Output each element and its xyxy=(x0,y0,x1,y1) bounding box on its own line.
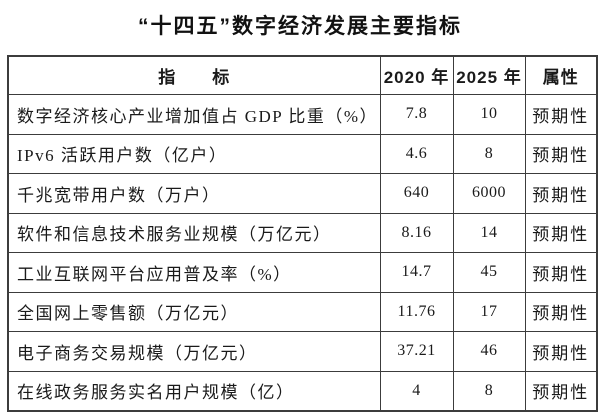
value-2020-cell: 8.16 xyxy=(379,212,454,253)
indicator-cell: 数字经济核心产业增加值占 GDP 比重（%） xyxy=(7,94,381,135)
indicator-cell: 千兆宽带用户数（万户） xyxy=(7,173,381,214)
table-row: 工业互联网平台应用普及率（%） 14.7 45 预期性 xyxy=(7,252,598,293)
table-header-row: 指 标 2020 年 2025 年 属性 xyxy=(7,55,598,95)
value-2020-cell: 4 xyxy=(379,370,454,412)
header-cell-2020: 2020 年 xyxy=(379,55,454,95)
header-cell-attribute: 属性 xyxy=(524,55,598,95)
table-row: 千兆宽带用户数（万户） 640 6000 预期性 xyxy=(7,173,598,214)
indicator-cell: 电子商务交易规模（万亿元） xyxy=(7,331,381,372)
value-2020-cell: 37.21 xyxy=(379,331,454,372)
attribute-cell: 预期性 xyxy=(524,133,598,174)
indicator-cell: 软件和信息技术服务业规模（万亿元） xyxy=(7,212,381,253)
value-2025-cell: 17 xyxy=(452,291,526,332)
value-2025-cell: 14 xyxy=(452,212,526,253)
indicator-cell: 全国网上零售额（万亿元） xyxy=(7,291,381,332)
header-cell-2025: 2025 年 xyxy=(452,55,526,95)
attribute-cell: 预期性 xyxy=(524,331,598,372)
table-row: 软件和信息技术服务业规模（万亿元） 8.16 14 预期性 xyxy=(7,212,598,253)
value-2020-cell: 14.7 xyxy=(379,252,454,293)
value-2020-cell: 640 xyxy=(379,173,454,214)
value-2025-cell: 46 xyxy=(452,331,526,372)
attribute-cell: 预期性 xyxy=(524,370,598,412)
indicator-cell: 在线政务服务实名用户规模（亿） xyxy=(7,370,381,412)
table-row: IPv6 活跃用户数（亿户） 4.6 8 预期性 xyxy=(7,133,598,174)
value-2025-cell: 45 xyxy=(452,252,526,293)
indicators-table: 指 标 2020 年 2025 年 属性 数字经济核心产业增加值占 GDP 比重… xyxy=(7,55,598,412)
table-row: 电子商务交易规模（万亿元） 37.21 46 预期性 xyxy=(7,331,598,372)
indicator-cell: IPv6 活跃用户数（亿户） xyxy=(7,133,381,174)
table-row: 数字经济核心产业增加值占 GDP 比重（%） 7.8 10 预期性 xyxy=(7,94,598,135)
value-2025-cell: 10 xyxy=(452,94,526,135)
table-row: 在线政务服务实名用户规模（亿） 4 8 预期性 xyxy=(7,370,598,412)
page-title: “十四五”数字经济发展主要指标 xyxy=(138,15,462,38)
value-2020-cell: 7.8 xyxy=(379,94,454,135)
value-2020-cell: 11.76 xyxy=(379,291,454,332)
value-2025-cell: 8 xyxy=(452,370,526,412)
attribute-cell: 预期性 xyxy=(524,252,598,293)
value-2025-cell: 8 xyxy=(452,133,526,174)
attribute-cell: 预期性 xyxy=(524,212,598,253)
table-row: 全国网上零售额（万亿元） 11.76 17 预期性 xyxy=(7,291,598,332)
header-cell-indicator: 指 标 xyxy=(7,55,381,95)
attribute-cell: 预期性 xyxy=(524,173,598,214)
value-2020-cell: 4.6 xyxy=(379,133,454,174)
attribute-cell: 预期性 xyxy=(524,291,598,332)
indicator-cell: 工业互联网平台应用普及率（%） xyxy=(7,252,381,293)
attribute-cell: 预期性 xyxy=(524,94,598,135)
value-2025-cell: 6000 xyxy=(452,173,526,214)
